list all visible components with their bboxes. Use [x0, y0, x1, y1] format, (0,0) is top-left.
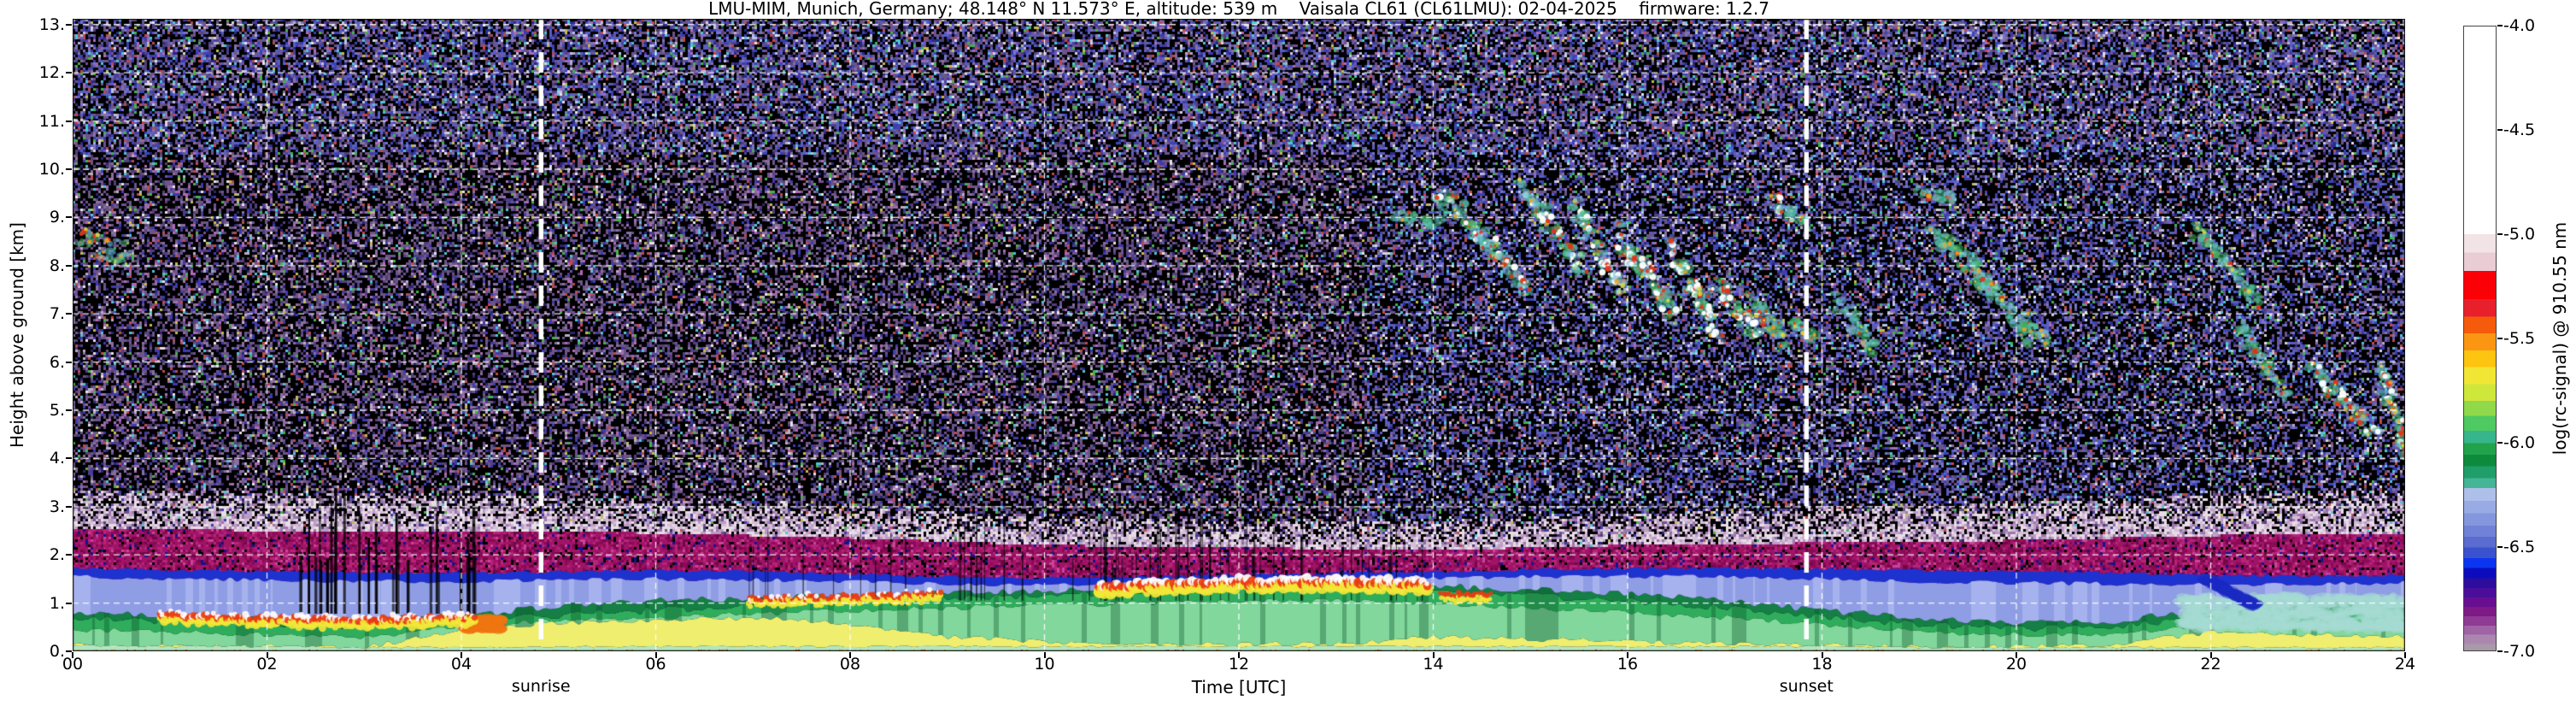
colorbar-tick-mark [2497, 650, 2503, 652]
x-tick-label: 24 [2394, 655, 2416, 674]
sunrise-label: sunrise [511, 677, 571, 696]
colorbar-tick-label: -6.5 [2503, 538, 2536, 556]
colorbar-tick-label: -4.5 [2503, 121, 2536, 139]
y-tick-label: 10. [38, 159, 65, 179]
y-tick-label: 2. [49, 545, 65, 565]
x-tick-mark [654, 652, 657, 658]
x-tick-mark [1043, 652, 1046, 658]
y-tick-label: 11. [38, 111, 65, 131]
colorbar-tick-label: -5.5 [2503, 329, 2536, 348]
x-tick-mark [2404, 652, 2406, 658]
colorbar-label: log(rc-signal) @ 910.55 nm [2550, 221, 2570, 456]
sunset-label: sunset [1779, 677, 1834, 696]
y-tick-mark [66, 216, 72, 219]
x-tick-label: 22 [2200, 655, 2221, 674]
y-tick-label: 13. [38, 15, 65, 34]
y-tick-mark [66, 361, 72, 363]
x-tick-mark [1821, 652, 1823, 658]
y-tick-mark [66, 457, 72, 460]
colorbar-tick-label: -4.0 [2503, 16, 2536, 35]
x-tick-label: 04 [450, 655, 472, 674]
plot-canvas [73, 19, 2405, 651]
colorbar-tick-label: -6.0 [2503, 433, 2536, 452]
x-tick-mark [1238, 652, 1240, 658]
y-tick-label: 12. [38, 63, 65, 83]
y-tick-mark [66, 650, 72, 652]
y-tick-label: 4. [49, 449, 65, 468]
colorbar-tick-mark [2497, 442, 2503, 444]
x-tick-label: 18 [1811, 655, 1833, 674]
page-title: LMU-MIM, Munich, Germany; 48.148° N 11.5… [708, 0, 1769, 19]
colorbar [2463, 26, 2497, 651]
colorbar-tick-label: -5.0 [2503, 225, 2536, 244]
y-tick-mark [66, 505, 72, 508]
y-tick-mark [66, 409, 72, 411]
y-tick-mark [66, 168, 72, 170]
colorbar-tick-mark [2497, 25, 2503, 26]
y-tick-label: 8. [49, 256, 65, 275]
colorbar-tick-label: -7.0 [2503, 642, 2536, 661]
colorbar-tick-mark [2497, 233, 2503, 235]
x-tick-mark [72, 652, 73, 658]
y-tick-label: 5. [49, 400, 65, 420]
x-tick-label: 02 [256, 655, 278, 674]
x-tick-label: 00 [62, 655, 84, 674]
x-tick-mark [1627, 652, 1628, 658]
x-tick-mark [849, 652, 851, 658]
y-tick-mark [66, 554, 72, 556]
y-tick-label: 9. [49, 208, 65, 227]
x-tick-mark [2209, 652, 2212, 658]
y-tick-label: 3. [49, 497, 65, 516]
x-tick-mark [266, 652, 268, 658]
x-tick-label: 16 [1617, 655, 1639, 674]
colorbar-tick-mark [2497, 546, 2503, 548]
x-tick-mark [1432, 652, 1435, 658]
y-tick-label: 6. [49, 352, 65, 372]
y-tick-mark [66, 313, 72, 315]
x-tick-label: 20 [2005, 655, 2027, 674]
x-tick-label: 06 [645, 655, 666, 674]
y-tick-mark [66, 602, 72, 604]
y-tick-mark [66, 72, 72, 74]
y-tick-mark [66, 120, 72, 122]
y-tick-mark [66, 23, 72, 26]
x-tick-label: 14 [1423, 655, 1444, 674]
x-tick-label: 12 [1228, 655, 1250, 674]
y-tick-label: 0. [49, 642, 65, 661]
x-tick-mark [461, 652, 462, 658]
y-tick-label: 7. [49, 304, 65, 324]
y-tick-mark [66, 264, 72, 267]
x-axis-label: Time [UTC] [1191, 677, 1287, 697]
x-tick-mark [2016, 652, 2017, 658]
colorbar-tick-mark [2497, 338, 2503, 339]
x-tick-label: 08 [839, 655, 861, 674]
y-tick-label: 1. [49, 593, 65, 613]
x-tick-label: 10 [1034, 655, 1055, 674]
colorbar-tick-mark [2497, 129, 2503, 131]
